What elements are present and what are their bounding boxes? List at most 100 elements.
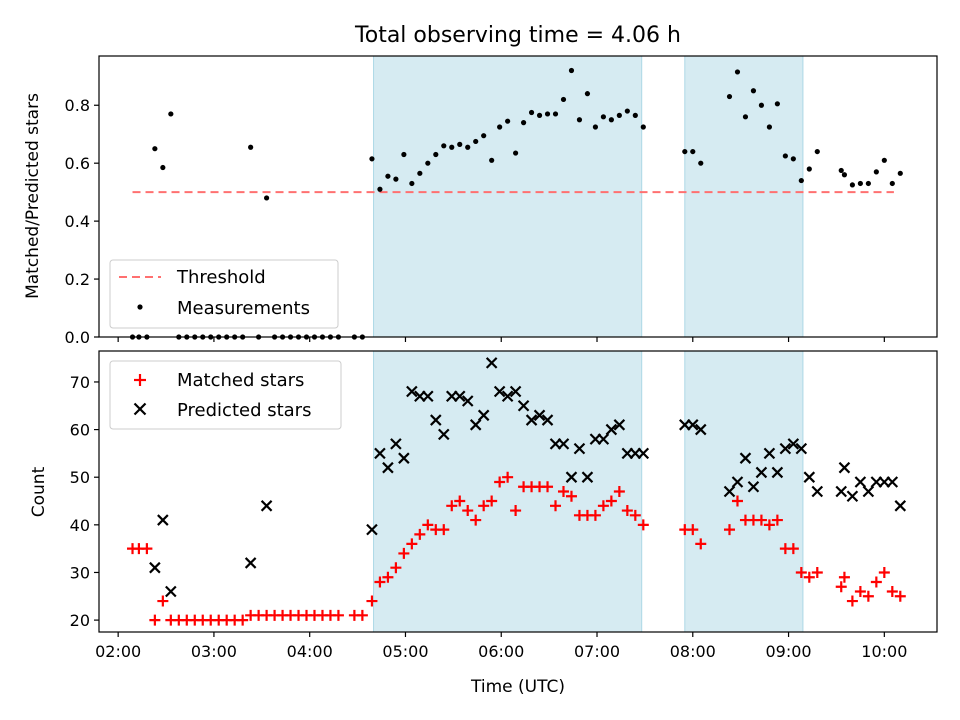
- matched-stars-point: [846, 595, 858, 607]
- measurement-point: [734, 69, 741, 75]
- predicted-stars-point: [244, 557, 257, 569]
- matched-stars-point: [731, 495, 743, 507]
- measurement-point: [814, 148, 820, 155]
- predicted-stars-point: [795, 442, 808, 455]
- predicted-stars-point: [509, 385, 522, 398]
- matched-stars-point: [510, 505, 522, 517]
- shaded-interval-1: [373, 350, 643, 633]
- predicted-stars-point: [422, 390, 434, 403]
- x-tick-label: 02:00: [95, 642, 141, 661]
- measurement-point: [473, 138, 479, 145]
- measurement-point: [698, 160, 704, 166]
- predicted-stars-point: [157, 514, 169, 526]
- count-y-ticks: 20 30 40 50 60 70: [70, 373, 99, 630]
- predicted-stars-point: [854, 476, 867, 488]
- x-tick-label: 06:00: [478, 642, 524, 661]
- count-x-ticks: 02:00 03:00 04:00 05:00 06:00 07:00 08:00 09:00…: [95, 632, 907, 661]
- ratio-y-tick-label: 0.0: [65, 328, 90, 347]
- predicted-stars-point: [787, 438, 800, 450]
- predicted-stars-point: [501, 390, 514, 403]
- count-y-tick-label: 30: [70, 563, 90, 582]
- measurement-point: [568, 67, 575, 74]
- matched-stars-point: [787, 543, 799, 555]
- measurement-point: [592, 124, 599, 130]
- matched-stars-point: [470, 514, 482, 526]
- x-tick-label: 07:00: [574, 642, 620, 661]
- matched-stars-point: [237, 614, 249, 626]
- predicted-stars-point: [605, 423, 618, 436]
- predicted-stars-point: [469, 419, 482, 431]
- measurement-point: [600, 114, 606, 120]
- matched-stars-point: [141, 543, 153, 555]
- predicted-stars-point: [149, 561, 161, 574]
- predicted-stars-point: [803, 471, 816, 483]
- ratio-x-tickmarks: [117, 337, 885, 342]
- predicted-stars-point: [461, 395, 474, 407]
- predicted-stars-point: [779, 442, 792, 455]
- ratio-legend: Threshold Measurements: [109, 259, 339, 329]
- legend-measurements-label: Measurements: [177, 298, 310, 319]
- count-legend: Matched stars Predicted stars: [109, 360, 342, 430]
- measurement-point: [513, 150, 519, 156]
- measurement-point: [742, 114, 749, 120]
- x-axis-label: Time (UTC): [470, 677, 565, 697]
- predicted-stars-point: [406, 385, 418, 398]
- matched-stars-point: [366, 595, 378, 607]
- matched-stars-point: [478, 500, 490, 512]
- measurement-point: [168, 111, 174, 117]
- matched-stars-point: [149, 614, 161, 626]
- measurement-point: [857, 180, 863, 187]
- ratio-points: [129, 67, 903, 340]
- matched-stars-point: [332, 609, 344, 621]
- predicted-stars-point: [533, 409, 546, 422]
- matched-stars-point: [755, 514, 767, 526]
- matched-stars-point: [157, 595, 169, 607]
- matched-stars-point: [462, 505, 474, 517]
- measurement-point: [726, 93, 733, 100]
- x-tick-label: 04:00: [287, 642, 333, 661]
- x-tick-label: 03:00: [191, 642, 237, 661]
- count-points: [127, 357, 907, 626]
- matched-stars-point: [438, 524, 450, 536]
- measurement-point: [369, 156, 375, 162]
- measurement-point: [889, 180, 895, 187]
- count-y-tick-label: 20: [70, 611, 90, 630]
- measurement-point: [465, 144, 471, 150]
- matched-stars-point: [494, 476, 506, 488]
- matched-stars-point: [771, 514, 783, 526]
- predicted-stars-point: [723, 485, 736, 498]
- measurement-point: [497, 124, 503, 130]
- predicted-stars-point: [437, 428, 450, 441]
- predicted-stars-point: [747, 480, 760, 493]
- matched-stars-point: [886, 586, 898, 598]
- count-panel: 20 30 40 50 60 70 02:00 03:00 04:00 05:00 06:00 07…: [29, 350, 938, 697]
- matched-stars-point: [894, 590, 906, 602]
- predicted-stars-point: [687, 419, 699, 431]
- measurement-point: [385, 173, 391, 179]
- matched-stars-point: [613, 486, 625, 497]
- measurement-point: [774, 101, 780, 107]
- measurement-point: [481, 133, 487, 139]
- count-y-tick-label: 50: [70, 468, 90, 487]
- matched-stars-point: [356, 609, 368, 621]
- predicted-stars-point: [862, 485, 875, 498]
- measurement-point: [790, 156, 796, 162]
- predicted-stars-point: [755, 466, 768, 479]
- measurement-point: [624, 108, 630, 114]
- predicted-stars-point: [517, 399, 530, 412]
- measurement-point: [682, 148, 688, 155]
- measurement-point: [409, 180, 415, 187]
- predicted-stars-point: [637, 447, 650, 460]
- predicted-stars-point: [694, 423, 707, 436]
- measurement-point: [377, 186, 383, 192]
- matched-stars-point: [382, 571, 394, 583]
- matched-stars-point: [446, 500, 458, 512]
- measurement-point: [393, 176, 399, 182]
- measurement-point: [552, 111, 559, 117]
- measurement-point: [264, 195, 270, 201]
- matched-stars-point: [621, 505, 633, 517]
- predicted-stars-point: [763, 447, 776, 460]
- predicted-stars-point: [894, 500, 907, 512]
- predicted-stars-point: [597, 433, 610, 445]
